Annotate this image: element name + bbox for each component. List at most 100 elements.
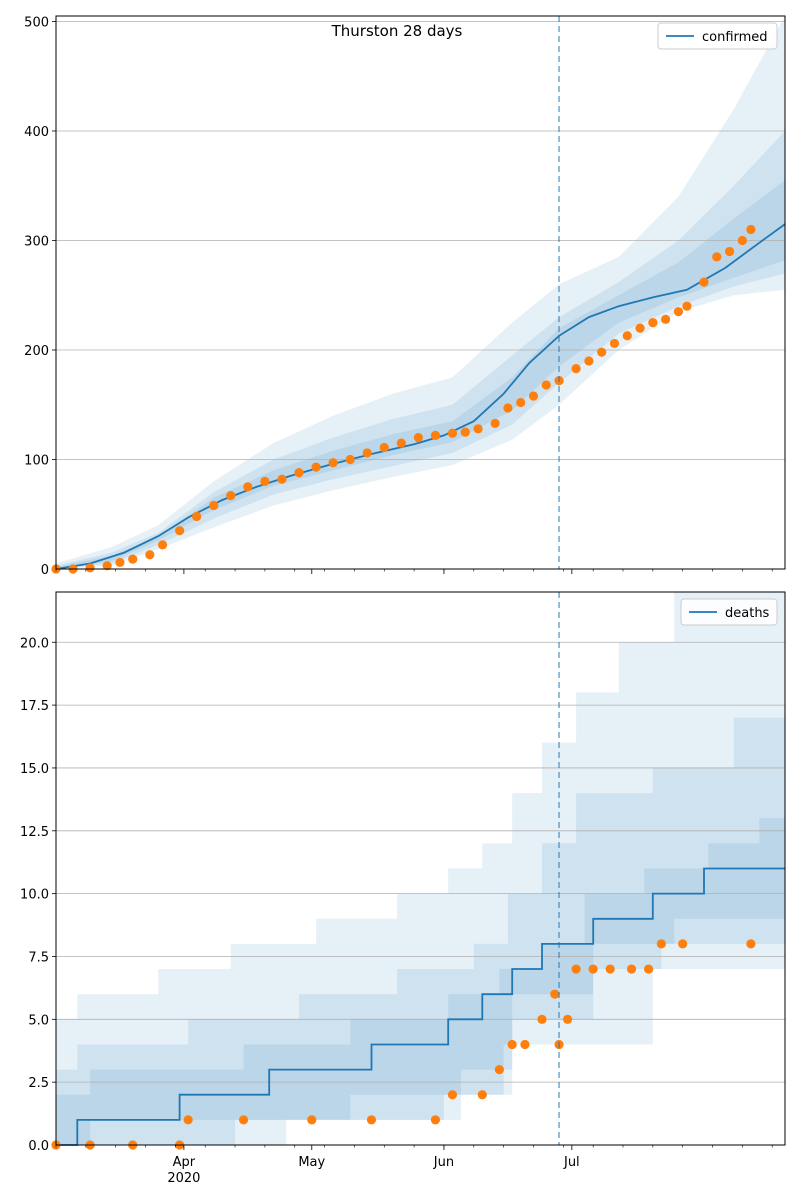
- data-point: [661, 314, 671, 324]
- data-point: [85, 563, 95, 573]
- data-point: [626, 964, 637, 974]
- data-point: [712, 252, 722, 262]
- data-point: [490, 418, 500, 428]
- data-point: [145, 550, 155, 560]
- data-point: [746, 224, 756, 235]
- confidence-band-inner: [56, 818, 785, 1145]
- y-tick-label: 20.0: [20, 636, 49, 651]
- data-point: [396, 438, 406, 448]
- data-point: [503, 403, 513, 413]
- y-tick-label: 12.5: [20, 825, 49, 840]
- data-point: [682, 301, 692, 311]
- legend-label: confirmed: [702, 30, 768, 45]
- data-point: [678, 939, 688, 949]
- data-point: [157, 540, 168, 550]
- y-tick-label: 500: [24, 15, 49, 30]
- y-tick-label: 5.0: [28, 1013, 49, 1028]
- data-point: [597, 347, 607, 357]
- data-point: [584, 356, 594, 366]
- data-point: [307, 1115, 317, 1125]
- data-point: [366, 1115, 377, 1125]
- data-point: [507, 1039, 517, 1050]
- confidence-band-outer: [56, 16, 785, 569]
- data-point: [643, 964, 654, 974]
- data-point: [473, 424, 483, 434]
- x-tick-label: Apr: [173, 1155, 196, 1170]
- data-point: [192, 511, 202, 522]
- data-point: [460, 427, 470, 437]
- y-tick-label: 10.0: [20, 888, 49, 903]
- data-point: [622, 331, 632, 341]
- x-tick-label: 2020: [167, 1171, 200, 1186]
- data-point: [243, 482, 253, 492]
- y-tick-label: 0: [41, 563, 49, 578]
- legend-box: [657, 22, 778, 50]
- data-point: [447, 428, 458, 438]
- confidence-band-outer: [56, 592, 785, 1145]
- y-tick-label: 7.5: [28, 950, 49, 965]
- figure-title: Thurston 28 days: [331, 22, 463, 40]
- legend-box: [680, 598, 778, 626]
- x-tick-label: Jul: [563, 1155, 580, 1170]
- data-point: [571, 964, 581, 974]
- data-point: [345, 454, 355, 465]
- data-point: [609, 338, 620, 349]
- data-point: [656, 939, 666, 949]
- data-point: [102, 561, 112, 571]
- data-point: [311, 462, 321, 472]
- data-point: [562, 1014, 573, 1024]
- data-point: [238, 1115, 249, 1125]
- data-point: [477, 1090, 487, 1100]
- confidence-band-middle: [56, 717, 785, 1145]
- axes-frame: [55, 591, 786, 1146]
- y-tick-label: 2.5: [28, 1076, 49, 1091]
- x-tick-label: Jun: [433, 1155, 454, 1170]
- data-point: [226, 491, 236, 501]
- data-point: [447, 1090, 458, 1100]
- legend-label: deaths: [725, 606, 770, 621]
- data-point: [635, 323, 645, 333]
- confirmed-panel: 0 100 200 300 400 500 confirmed: [24, 15, 786, 578]
- series-line-confirmed: [55, 223, 786, 570]
- y-tick-label: 300: [24, 234, 49, 249]
- data-point: [737, 235, 747, 246]
- data-point: [699, 277, 709, 287]
- data-point: [294, 468, 304, 478]
- data-point: [413, 432, 423, 443]
- data-point: [494, 1064, 504, 1075]
- y-tick-label: 100: [24, 453, 49, 468]
- data-point: [541, 380, 551, 390]
- data-point: [128, 554, 138, 564]
- x-tick-label: May: [298, 1155, 325, 1170]
- y-tick-label: 400: [24, 125, 49, 140]
- data-point: [673, 307, 684, 317]
- y-tick-label: 200: [24, 344, 49, 359]
- data-point: [520, 1039, 530, 1050]
- data-point: [115, 557, 125, 568]
- data-point: [571, 364, 581, 374]
- data-point: [260, 476, 270, 486]
- data-point: [537, 1014, 547, 1024]
- data-point: [277, 474, 287, 484]
- y-tick-label: 0.0: [28, 1139, 49, 1154]
- data-point: [588, 964, 598, 974]
- data-point: [175, 526, 185, 536]
- data-point: [430, 430, 441, 441]
- data-point: [430, 1115, 441, 1125]
- data-point: [605, 964, 615, 974]
- axes-frame: [55, 15, 786, 570]
- data-point: [516, 397, 526, 408]
- y-tick-label: 17.5: [20, 699, 49, 714]
- series-line-deaths: [56, 867, 785, 1146]
- y-tick-label: 15.0: [20, 762, 49, 777]
- data-point: [528, 391, 539, 401]
- data-point: [648, 318, 658, 328]
- data-point: [550, 989, 560, 999]
- data-point: [328, 458, 338, 468]
- data-point: [362, 448, 372, 458]
- data-point: [209, 500, 219, 511]
- data-point: [724, 246, 735, 257]
- data-point: [183, 1115, 193, 1125]
